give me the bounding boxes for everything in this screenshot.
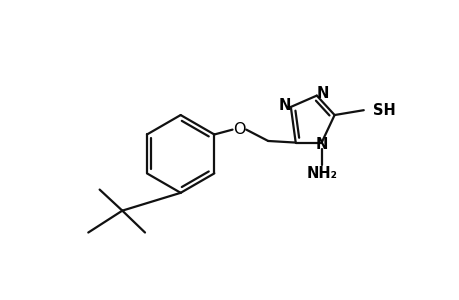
Text: N: N xyxy=(278,98,291,113)
Text: SH: SH xyxy=(373,103,395,118)
Text: N: N xyxy=(316,86,328,101)
Text: O: O xyxy=(232,122,245,137)
Text: N: N xyxy=(315,137,327,152)
Text: NH₂: NH₂ xyxy=(306,166,336,181)
